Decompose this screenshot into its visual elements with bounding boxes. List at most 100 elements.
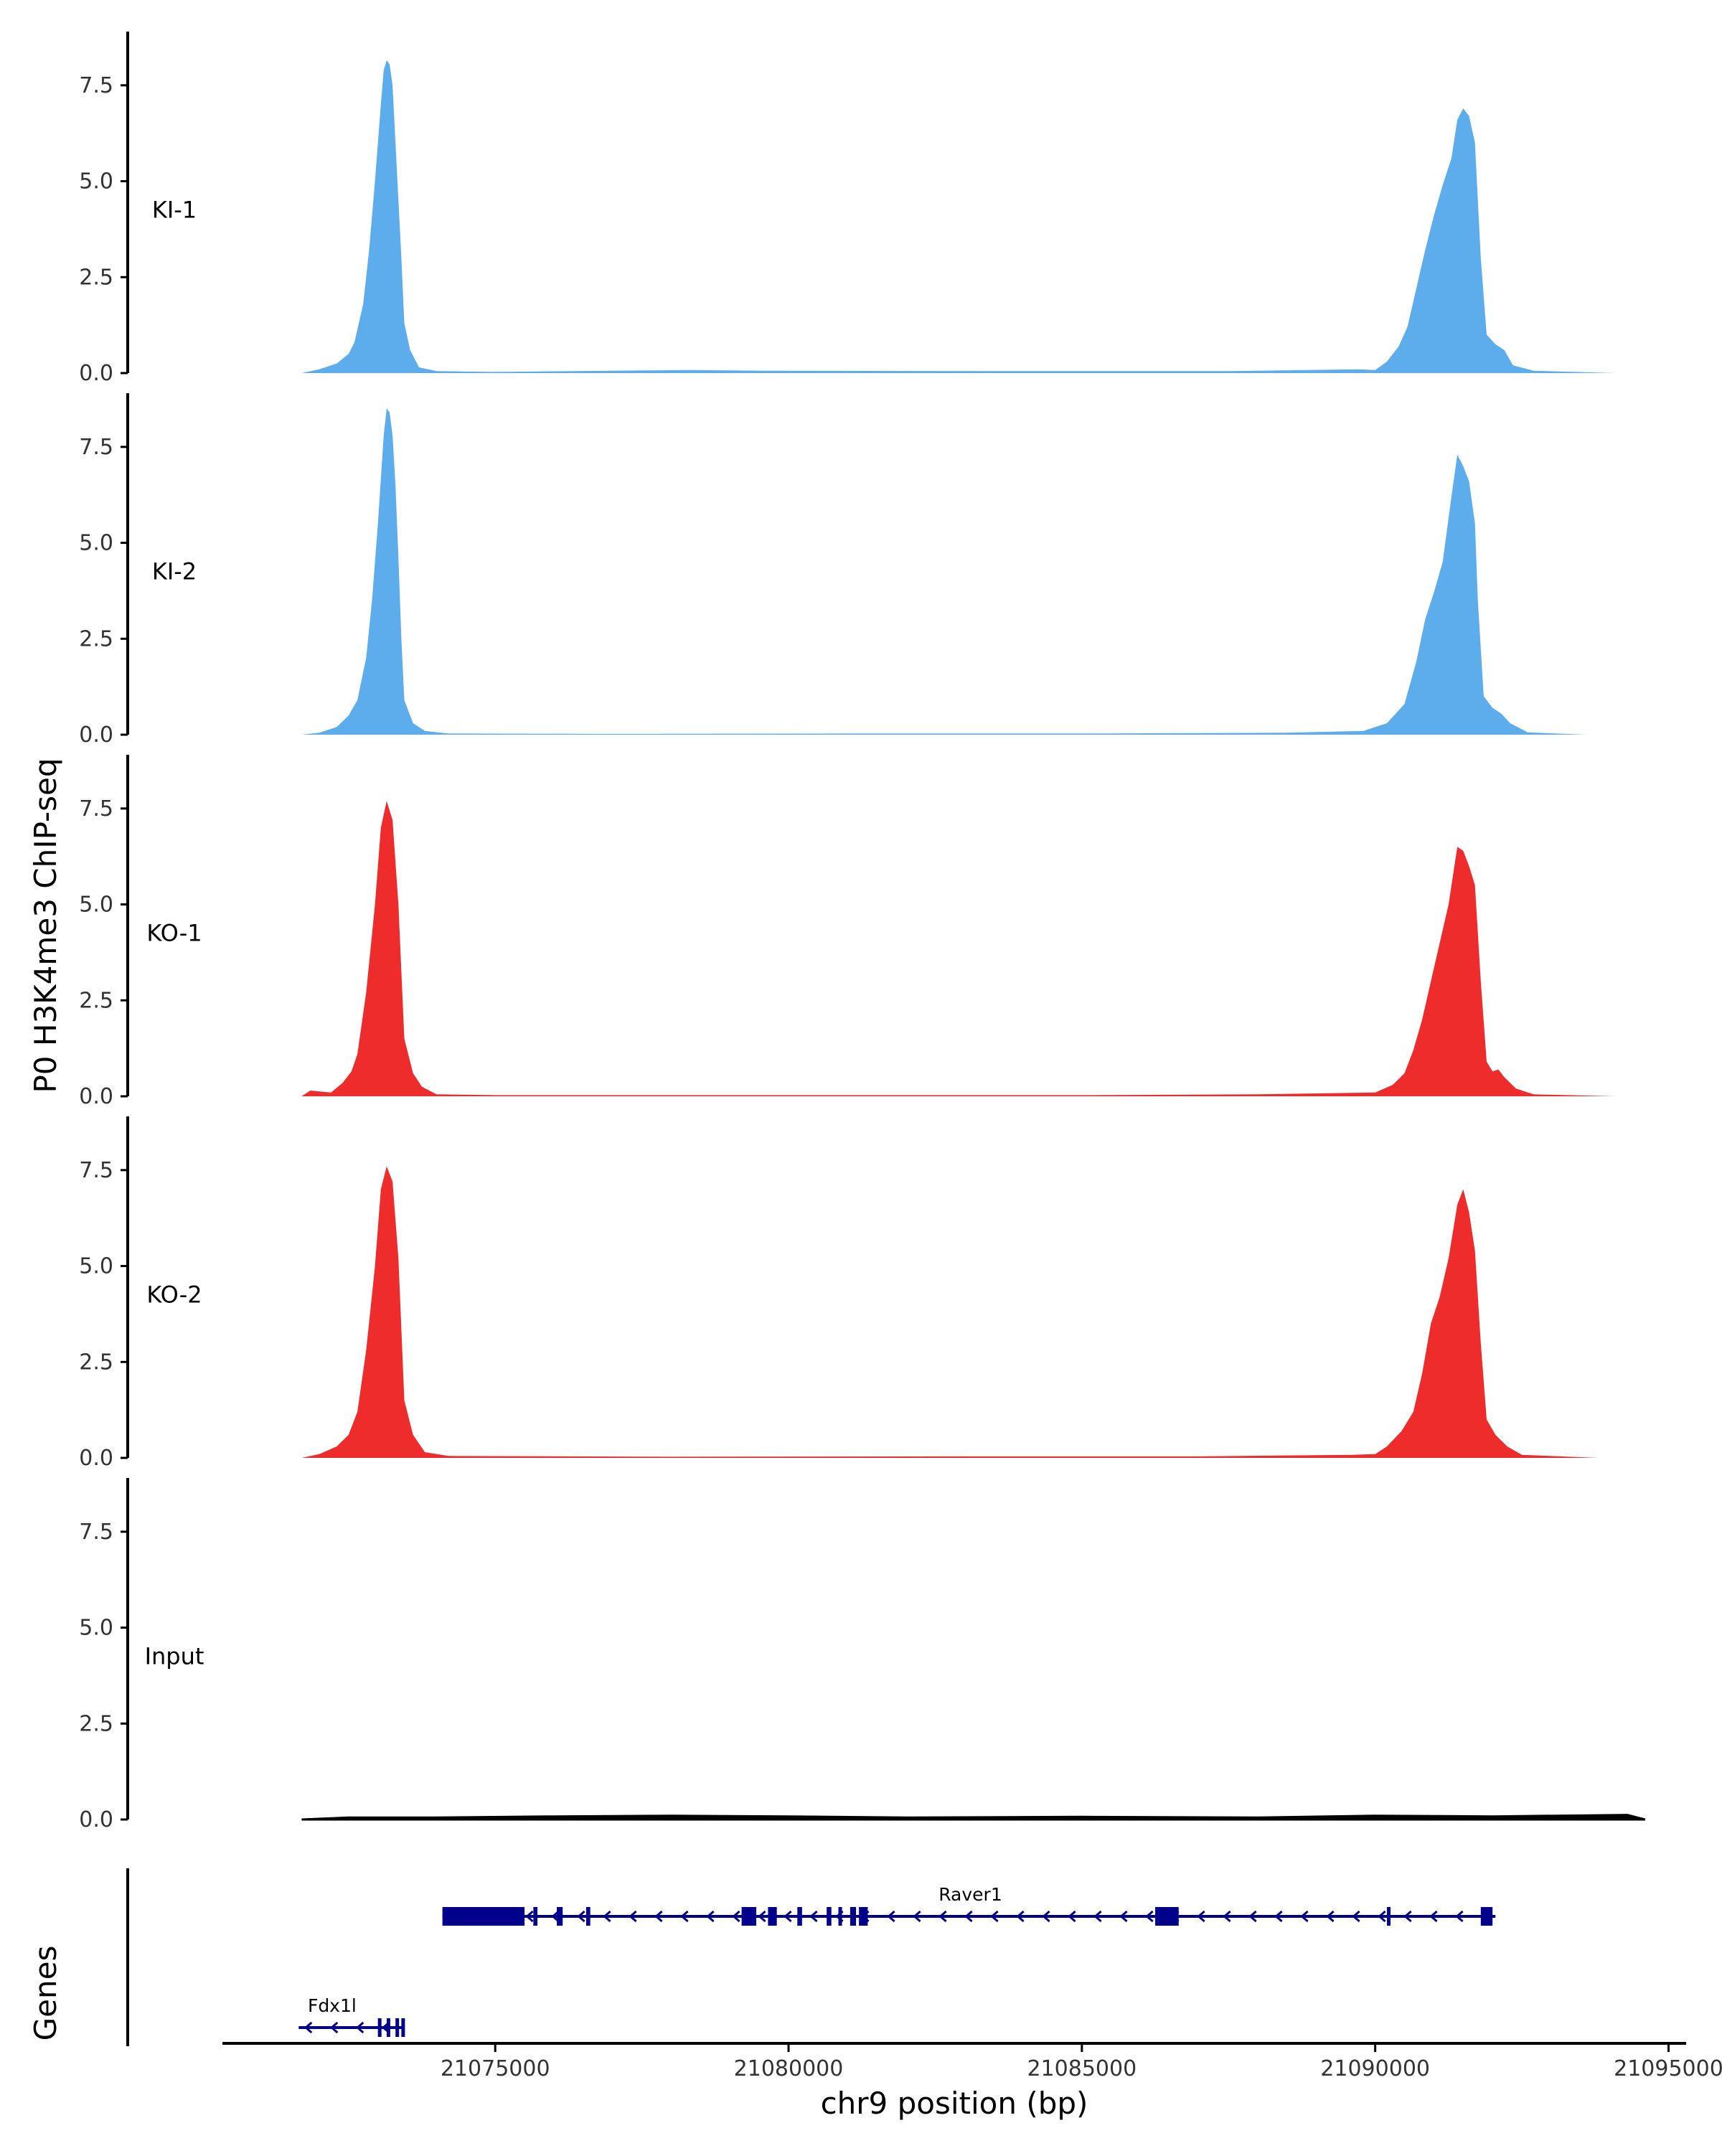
exon <box>838 1907 842 1926</box>
y-tick-label: 0.0 <box>79 1084 113 1109</box>
strand-arrow <box>1016 1910 1025 1923</box>
exon <box>377 2018 382 2037</box>
strand-arrow <box>1068 1910 1076 1923</box>
x-tick-label: 21075000 <box>441 2056 550 2081</box>
strand-arrow <box>1248 1910 1257 1923</box>
strand-arrow <box>1300 1910 1309 1923</box>
track-label: KO-1 <box>146 920 202 947</box>
exon <box>1387 1907 1391 1926</box>
y-tick-label: 2.5 <box>79 626 113 651</box>
strand-arrow <box>913 1910 921 1923</box>
x-axis: 21075000 21080000 21085000 21090000 21095000 <box>222 2042 1722 2081</box>
strand-arrow <box>938 1910 947 1923</box>
strand-arrow <box>784 1910 792 1923</box>
y-tick-label: 7.5 <box>79 435 113 460</box>
coverage-tracks: 0.0 2.5 5.0 7.5 KI-1 0.0 2.5 5.0 7.5 KI-2 0.0 2.5 5.… <box>79 32 1646 1832</box>
exon <box>386 2018 390 2037</box>
x-tick-label: 21090000 <box>1320 2056 1430 2081</box>
track-label: KO-2 <box>146 1281 202 1309</box>
strand-arrow <box>1145 1910 1154 1923</box>
y-tick-label: 7.5 <box>79 73 113 98</box>
strand-arrow <box>706 1910 715 1923</box>
strand-arrow <box>551 1910 560 1923</box>
gene-fdx1l: Fdx1l <box>298 1995 405 2037</box>
track-input: 0.0 2.5 5.0 7.5 Input <box>79 1478 1646 1832</box>
y-axis-title: P0 H3K4me3 ChIP-seq <box>28 758 63 1093</box>
strand-arrow <box>1352 1910 1360 1923</box>
y-tick-label: 2.5 <box>79 988 113 1013</box>
exon <box>797 1907 802 1926</box>
strand-arrow <box>654 1910 663 1923</box>
exon <box>1480 1907 1493 1926</box>
x-tick-label: 21095000 <box>1614 2056 1722 2081</box>
exon <box>533 1907 538 1926</box>
strand-arrow <box>1403 1910 1412 1923</box>
coverage-area-input <box>301 1814 1646 1821</box>
exon <box>741 1907 757 1926</box>
y-tick-label: 7.5 <box>79 1158 113 1183</box>
track-ki-2: 0.0 2.5 5.0 7.5 KI-2 <box>79 393 1586 748</box>
x-axis-title: chr9 position (bp) <box>821 2086 1088 2121</box>
track-label: Input <box>145 1643 204 1670</box>
track-ko-1: 0.0 2.5 5.0 7.5 KO-1 <box>79 755 1616 1109</box>
strand-arrow <box>304 2021 313 2034</box>
strand-arrow <box>990 1910 999 1923</box>
gene-label: Fdx1l <box>308 1995 357 2016</box>
track-label: KI-1 <box>152 197 197 224</box>
strand-arrow <box>758 1910 766 1923</box>
coverage-area-ki-2 <box>301 408 1586 735</box>
y-tick-label: 5.0 <box>79 531 113 556</box>
exon <box>859 1907 868 1926</box>
x-tick-label: 21080000 <box>734 2056 844 2081</box>
coverage-area-ko-2 <box>301 1166 1599 1458</box>
strand-arrow <box>680 1910 689 1923</box>
strand-arrow <box>732 1910 740 1923</box>
gene-track: Raver1 Fdx1l <box>126 1868 1496 2046</box>
y-tick-label: 5.0 <box>79 1616 113 1641</box>
y-tick-label: 5.0 <box>79 1254 113 1279</box>
strand-arrow <box>525 1910 534 1923</box>
exon <box>585 1907 591 1926</box>
strand-arrow <box>629 1910 637 1923</box>
strand-arrow <box>1455 1910 1464 1923</box>
track-ko-2: 0.0 2.5 5.0 7.5 KO-2 <box>79 1116 1599 1471</box>
x-tick-label: 21085000 <box>1027 2056 1137 2081</box>
exon <box>442 1907 525 1926</box>
exon <box>401 2018 405 2037</box>
exon <box>395 2018 400 2037</box>
coverage-area-ko-1 <box>301 801 1616 1096</box>
strand-arrow <box>887 1910 895 1923</box>
strand-arrow <box>1197 1910 1205 1923</box>
y-tick-label: 0.0 <box>79 722 113 748</box>
coverage-area-ki-1 <box>301 60 1616 373</box>
strand-arrow <box>1378 1910 1386 1923</box>
strand-arrow <box>1119 1910 1128 1923</box>
y-tick-label: 0.0 <box>79 1446 113 1471</box>
exon <box>557 1907 563 1926</box>
strand-arrow <box>809 1910 818 1923</box>
exon <box>850 1907 857 1926</box>
gene-raver1: Raver1 <box>442 1884 1496 1926</box>
genes-track-title: Genes <box>28 1946 63 2041</box>
y-tick-label: 7.5 <box>79 1520 113 1545</box>
strand-arrow <box>1326 1910 1335 1923</box>
strand-arrow <box>964 1910 973 1923</box>
strand-arrow <box>1274 1910 1283 1923</box>
y-tick-label: 5.0 <box>79 169 113 194</box>
gene-label: Raver1 <box>938 1884 1002 1905</box>
y-tick-label: 5.0 <box>79 893 113 918</box>
exon <box>827 1907 832 1926</box>
exon <box>768 1907 777 1926</box>
strand-arrow <box>356 2021 364 2034</box>
y-tick-label: 7.5 <box>79 796 113 822</box>
y-tick-label: 0.0 <box>79 361 113 386</box>
strand-arrow <box>1042 1910 1050 1923</box>
track-label: KI-2 <box>152 558 197 585</box>
y-tick-label: 2.5 <box>79 265 113 290</box>
y-tick-label: 0.0 <box>79 1807 113 1832</box>
strand-arrow <box>1093 1910 1102 1923</box>
strand-arrow <box>330 2021 339 2034</box>
exon <box>1155 1907 1179 1926</box>
strand-arrow <box>577 1910 585 1923</box>
